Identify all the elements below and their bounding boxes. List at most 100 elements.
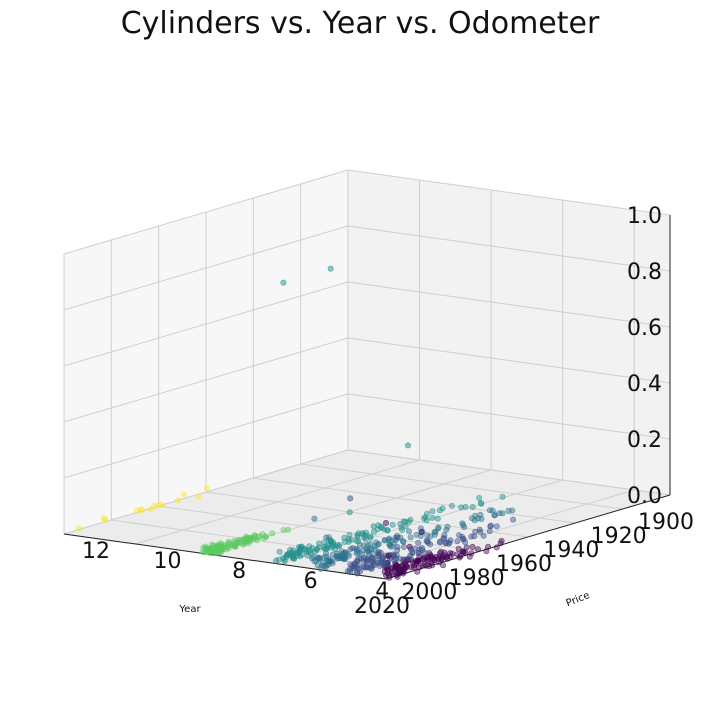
data-point xyxy=(418,544,425,551)
data-point xyxy=(460,521,467,528)
data-point xyxy=(272,557,279,564)
z-tick-label: 1.0 xyxy=(627,204,662,229)
data-point xyxy=(510,516,517,523)
data-point xyxy=(394,565,401,572)
data-point xyxy=(397,555,404,562)
data-point xyxy=(301,546,308,553)
data-point xyxy=(509,507,516,514)
data-point xyxy=(290,555,297,562)
x-tick-label: 2020 xyxy=(354,594,410,619)
data-point xyxy=(319,562,326,569)
axis-panes xyxy=(64,170,670,579)
data-point xyxy=(280,527,287,534)
data-point xyxy=(251,534,258,541)
y-tick-label: 4 xyxy=(375,579,389,604)
data-point xyxy=(431,531,438,538)
x-axis-label: Year xyxy=(178,604,201,615)
data-point xyxy=(424,539,431,546)
data-point xyxy=(443,553,450,560)
data-point xyxy=(371,546,378,553)
data-point xyxy=(158,501,165,508)
y-tick-label: 10 xyxy=(154,549,182,574)
data-point xyxy=(435,525,442,532)
data-point xyxy=(466,553,473,560)
data-point xyxy=(458,504,465,511)
data-point xyxy=(321,539,328,546)
data-point xyxy=(180,491,187,498)
data-point xyxy=(487,522,494,529)
data-point xyxy=(276,548,283,555)
data-point xyxy=(138,506,145,513)
y-axis-line xyxy=(63,533,387,580)
z-tick-label: 0.2 xyxy=(627,428,662,453)
data-point xyxy=(211,546,218,553)
data-point xyxy=(438,548,445,555)
data-point xyxy=(329,560,336,567)
grid-line-z xyxy=(63,281,349,367)
data-point xyxy=(402,562,409,569)
data-point xyxy=(355,555,362,562)
data-point xyxy=(205,545,212,552)
data-point xyxy=(381,559,388,566)
data-point xyxy=(251,532,258,539)
x-tick-label: 1940 xyxy=(543,538,599,563)
data-point xyxy=(290,553,297,560)
data-point xyxy=(442,539,449,546)
data-point xyxy=(339,553,346,560)
data-point xyxy=(334,552,341,559)
data-point xyxy=(353,569,360,576)
data-point xyxy=(468,515,475,522)
grid-line-y xyxy=(278,479,563,565)
y-tick-label: 8 xyxy=(232,559,246,584)
data-point xyxy=(407,534,414,541)
data-point xyxy=(203,485,210,492)
data-point xyxy=(402,518,409,525)
x-tick-label: 1980 xyxy=(449,566,505,591)
data-point xyxy=(401,560,408,567)
grid-line-x xyxy=(300,463,623,510)
data-point xyxy=(469,543,476,550)
grid-line-z xyxy=(347,169,671,216)
data-point xyxy=(454,538,461,545)
data-point xyxy=(338,548,345,555)
data-point xyxy=(469,503,476,510)
data-point xyxy=(174,497,181,504)
data-point xyxy=(448,502,455,509)
data-point xyxy=(393,572,400,579)
data-point xyxy=(329,558,336,565)
data-point xyxy=(415,539,422,546)
data-point xyxy=(477,528,484,535)
data-point xyxy=(474,546,481,553)
data-point xyxy=(434,515,441,522)
data-point xyxy=(393,552,400,559)
data-point xyxy=(431,557,438,564)
data-point xyxy=(429,514,436,521)
data-point xyxy=(349,563,356,570)
data-point xyxy=(423,510,430,517)
data-point xyxy=(324,545,331,552)
data-point xyxy=(207,547,214,554)
data-point xyxy=(353,550,360,557)
data-point xyxy=(436,507,443,514)
data-point xyxy=(399,526,406,533)
data-point xyxy=(367,533,374,540)
data-point xyxy=(374,557,381,564)
data-point xyxy=(357,568,364,575)
data-point-outlier xyxy=(370,523,377,530)
data-point xyxy=(76,525,83,532)
data-point xyxy=(370,528,377,535)
data-point xyxy=(471,533,478,540)
grid-line-y xyxy=(135,459,420,545)
data-point xyxy=(405,528,412,535)
data-point-outlier xyxy=(280,279,287,286)
y-tick-label: 6 xyxy=(304,569,318,594)
data-point xyxy=(341,534,348,541)
data-point xyxy=(195,493,202,500)
data-point xyxy=(407,516,414,523)
data-point xyxy=(460,536,467,543)
data-point xyxy=(208,541,215,548)
data-point xyxy=(476,494,483,501)
data-point-outlier xyxy=(406,543,413,550)
data-point xyxy=(419,556,426,563)
